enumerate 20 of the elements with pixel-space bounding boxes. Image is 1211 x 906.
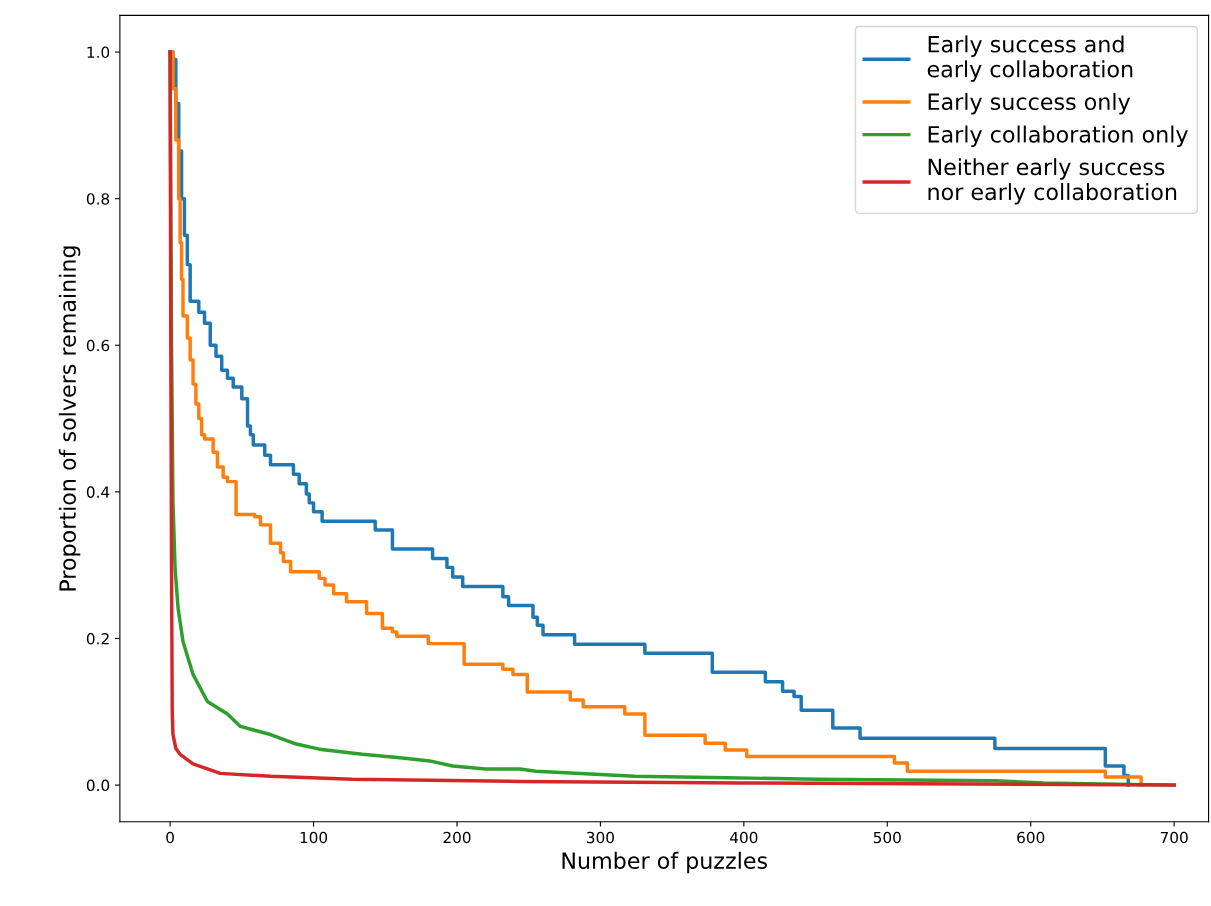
legend-label: Neither early success nor early collaboration [928, 158, 1177, 205]
legend-label: Early success only [928, 92, 1131, 115]
y-tick-label: 0.0 [86, 779, 110, 792]
x-tick-label: 300 [586, 831, 614, 844]
x-tick-label: 500 [873, 831, 901, 844]
legend-label: Early success and early collaboration [927, 35, 1133, 82]
x-tick-label: 400 [730, 831, 758, 844]
y-tick-label: 0.2 [86, 632, 109, 645]
y-tick-label: 0.4 [86, 486, 110, 498]
x-tick-label: 600 [1017, 831, 1045, 844]
x-tick-label: 100 [300, 831, 328, 844]
y-tick-label: 1.0 [87, 46, 110, 59]
legend-label: Early collaboration only [928, 125, 1188, 148]
x-axis-title: Number of puzzles [562, 851, 768, 874]
x-tick-label: 700 [1160, 831, 1188, 844]
x-tick-label: 0 [166, 831, 174, 844]
y-tick-label: 0.8 [86, 193, 110, 205]
y-axis-title: Proportion of solvers remaining [58, 246, 81, 591]
x-tick-label: 200 [443, 831, 471, 844]
y-tick-label: 0.6 [86, 339, 110, 352]
